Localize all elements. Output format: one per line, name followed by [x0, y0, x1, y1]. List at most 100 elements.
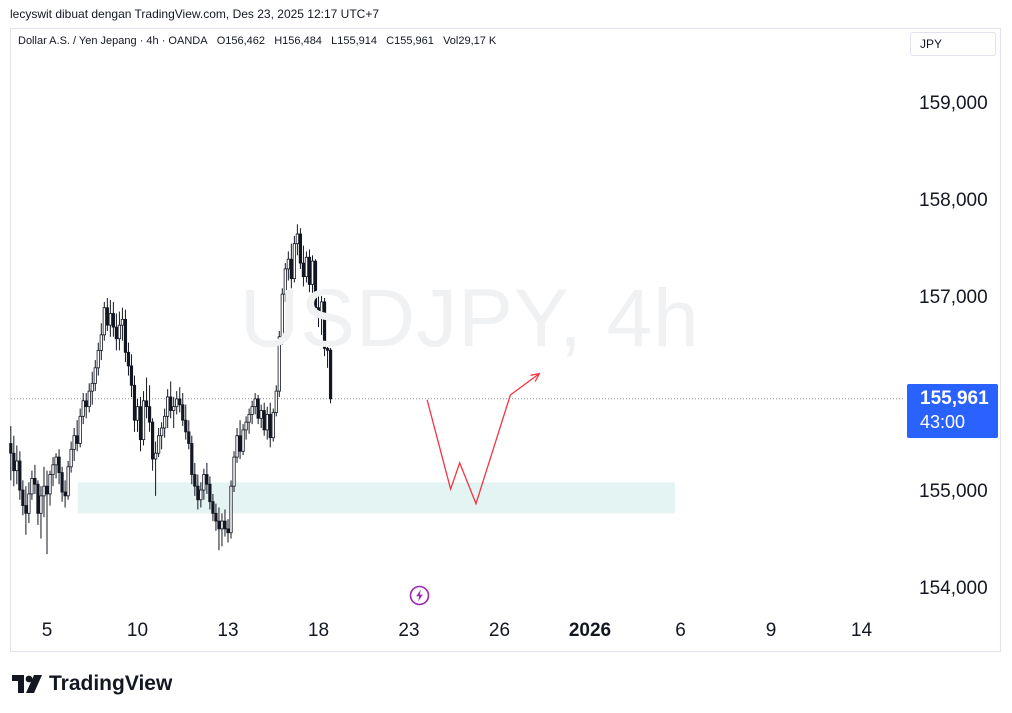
candle-body: [81, 400, 85, 417]
candle-body: [268, 413, 272, 439]
candle: [39, 486, 43, 539]
candle-body: [72, 435, 76, 450]
candle-body: [48, 474, 52, 495]
candle-body: [187, 431, 191, 444]
symbol-watermark: USDJPY, 4h: [240, 273, 700, 364]
tradingview-logo-icon: [12, 675, 42, 693]
candle: [229, 480, 233, 539]
candle-body: [298, 233, 303, 264]
candle: [325, 344, 330, 368]
bar-countdown: 43:00: [920, 412, 966, 432]
candle: [99, 323, 103, 361]
candle: [166, 389, 170, 428]
candle: [295, 224, 299, 256]
candle-body: [247, 413, 251, 423]
candle-body: [202, 474, 206, 491]
candle-body: [66, 466, 70, 497]
candle-body: [283, 268, 287, 295]
candle: [271, 408, 275, 442]
candle: [105, 298, 109, 331]
candle: [21, 480, 25, 516]
candle: [144, 377, 149, 419]
candle: [310, 255, 315, 298]
candle: [84, 393, 88, 419]
candle: [202, 468, 206, 500]
candle: [117, 311, 121, 351]
candle-body: [87, 390, 91, 408]
candle: [304, 251, 309, 283]
candle-body: [265, 413, 269, 431]
candle-body: [316, 307, 321, 318]
candle-body: [36, 483, 40, 514]
candle: [9, 426, 13, 481]
time-tick-label: 14: [850, 620, 873, 641]
candle: [69, 441, 73, 473]
tradingview-logo[interactable]: TradingView: [12, 670, 172, 698]
candle-body: [78, 415, 82, 444]
candle-body: [99, 334, 103, 351]
price-tick-label: 157,000: [919, 287, 988, 308]
candle-body: [256, 398, 260, 419]
candle: [24, 486, 28, 535]
candle-body: [184, 419, 188, 433]
candle: [123, 309, 128, 363]
candle-body: [322, 301, 327, 349]
candle-body: [27, 493, 31, 514]
projection-path: [426, 372, 541, 506]
candle-body: [223, 520, 227, 530]
candle: [268, 402, 272, 448]
candle-body: [325, 348, 330, 351]
candle-body: [132, 384, 137, 421]
candle: [217, 507, 221, 551]
candle-body: [153, 452, 158, 460]
candle-body: [175, 398, 179, 408]
time-tick-label: 9: [765, 620, 777, 641]
candle-body: [123, 318, 128, 353]
candle-body: [126, 351, 131, 367]
candle-body: [163, 415, 167, 429]
candle-body: [301, 262, 306, 278]
chart-frame[interactable]: [10, 28, 1001, 652]
last-price-badge: 155,961 43:00: [907, 384, 998, 438]
candle-body: [141, 400, 146, 441]
candle: [78, 408, 82, 448]
candle-body: [105, 307, 109, 326]
chart-legend: Dollar A.S. / Yen Jepang · 4h · OANDA O1…: [18, 35, 496, 47]
currency-button[interactable]: JPY: [910, 32, 996, 56]
lightning-icon[interactable]: [409, 585, 430, 606]
candle-body: [238, 435, 242, 452]
candle-body: [274, 390, 278, 413]
legend-symbol[interactable]: Dollar A.S. / Yen Jepang · 4h · OANDA: [18, 35, 208, 47]
candle: [322, 298, 327, 357]
candle: [238, 420, 242, 460]
candle-body: [9, 443, 13, 454]
candle-body: [217, 520, 221, 530]
candle: [135, 398, 140, 432]
legend-volume: Vol29,17 K: [443, 35, 497, 47]
candle-body: [60, 472, 64, 493]
candle-body: [310, 260, 315, 285]
candle: [298, 228, 303, 269]
candle: [138, 396, 143, 452]
candle-body: [54, 456, 58, 466]
time-tick-label: 23: [398, 620, 420, 641]
candle: [199, 482, 203, 508]
candle-body: [220, 520, 224, 530]
candle: [93, 360, 97, 392]
candle-body: [190, 443, 194, 475]
price-tick-label: 155,000: [919, 481, 988, 502]
candle-body: [211, 501, 215, 514]
time-tick-label: 18: [307, 620, 330, 641]
zone-rect: [77, 482, 676, 514]
candle-body: [69, 448, 73, 468]
candle-body: [21, 489, 25, 506]
candle-body: [229, 485, 233, 534]
last-price-value: 155,961: [920, 388, 989, 409]
candle: [292, 235, 296, 283]
candle: [316, 292, 321, 328]
candle: [196, 474, 200, 510]
candle: [153, 441, 158, 496]
tradingview-wordmark: TradingView: [49, 672, 173, 695]
legend-open: O156,462: [216, 35, 266, 47]
